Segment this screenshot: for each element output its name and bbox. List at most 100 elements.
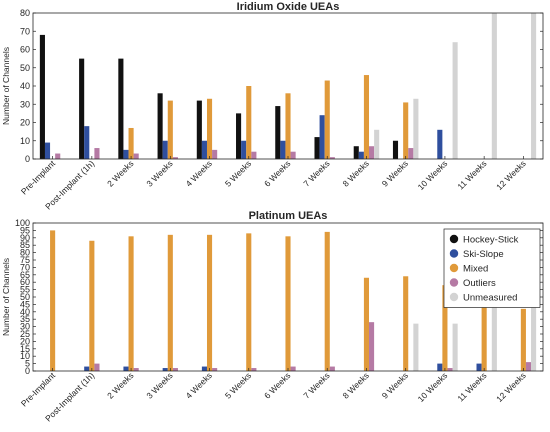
x-tick-label: 8 Weeks <box>341 158 371 188</box>
y-tick-label: 15 <box>20 344 30 354</box>
y-tick-label: 50 <box>20 292 30 302</box>
bar <box>319 115 325 159</box>
bar <box>531 13 537 159</box>
bar <box>79 58 85 159</box>
bar <box>275 106 281 159</box>
y-tick-label: 65 <box>20 270 30 280</box>
bar <box>413 323 419 371</box>
y-tick-label: 45 <box>20 299 30 309</box>
bar <box>525 362 532 371</box>
bar <box>392 140 399 159</box>
x-tick-label: 6 Weeks <box>262 158 292 188</box>
y-tick-label: 60 <box>20 45 30 55</box>
plot-area-frame <box>32 12 544 160</box>
x-tick-label: 11 Weeks <box>455 370 488 403</box>
x-tick-label: 10 Weeks <box>416 158 450 192</box>
chart-title: Iridium Oxide UEAs <box>237 1 340 13</box>
bar <box>531 299 537 371</box>
bar <box>206 234 213 371</box>
bar <box>162 368 168 371</box>
y-tick-label: 85 <box>20 240 30 250</box>
legend-box <box>443 228 541 308</box>
bar <box>408 148 414 159</box>
bar <box>206 98 213 159</box>
y-tick-label: 80 <box>20 248 30 258</box>
bar <box>251 151 257 159</box>
x-tick-label: 12 Weeks <box>494 158 528 192</box>
bar <box>236 113 242 159</box>
y-tick-label: 0 <box>25 366 30 376</box>
bar <box>452 42 458 160</box>
y-tick-label: 90 <box>20 233 30 243</box>
bar <box>290 151 296 159</box>
bar <box>285 236 291 371</box>
x-tick-label: 2 Weeks <box>105 370 135 400</box>
y-tick-label: 0 <box>25 154 30 164</box>
x-tick-label: 8 Weeks <box>341 370 371 400</box>
y-axis-label: Number of Channels <box>1 258 11 336</box>
bar <box>363 277 370 371</box>
bar <box>172 157 178 159</box>
x-tick-label: 9 Weeks <box>380 370 410 400</box>
bar <box>403 276 409 371</box>
bar <box>280 140 286 159</box>
bar <box>358 151 364 159</box>
legend-label: Outliers <box>463 278 496 289</box>
bar <box>196 100 202 159</box>
bar <box>123 149 129 159</box>
bar <box>246 233 252 371</box>
bar <box>413 98 419 159</box>
bar <box>520 308 526 371</box>
bar <box>212 368 218 371</box>
y-tick-label: 100 <box>15 218 30 228</box>
bar <box>437 129 443 159</box>
x-tick-label: 12 Weeks <box>494 370 528 404</box>
x-tick-label: 3 Weeks <box>144 370 174 400</box>
bar <box>118 58 124 159</box>
bar <box>442 285 448 371</box>
bar <box>89 240 95 371</box>
bar <box>212 149 218 159</box>
bar <box>201 366 207 371</box>
bar <box>201 140 207 159</box>
legend-marker <box>449 278 459 287</box>
y-tick-label: 20 <box>20 118 30 128</box>
legend-marker <box>449 292 459 302</box>
bar <box>374 129 380 159</box>
bar <box>172 368 178 371</box>
x-tick-label: 6 Weeks <box>262 370 292 400</box>
bar <box>133 368 139 371</box>
y-tick-label: 25 <box>20 329 30 339</box>
bar <box>44 142 51 159</box>
bar <box>437 363 443 371</box>
bar <box>285 93 291 159</box>
bar <box>452 323 458 371</box>
bar <box>329 366 335 371</box>
bar <box>491 299 497 371</box>
y-tick-label: 75 <box>20 255 30 265</box>
bar <box>403 102 409 159</box>
bar <box>241 140 247 159</box>
bar <box>246 86 252 159</box>
chart-title: Platinum UEAs <box>249 210 328 222</box>
bar <box>94 148 100 159</box>
y-tick-label: 35 <box>20 314 30 324</box>
y-axis-label: Number of Channels <box>1 47 11 125</box>
legend-label: Ski-Slope <box>463 249 504 260</box>
legend-label: Unmeasured <box>463 293 517 304</box>
x-tick-label: 7 Weeks <box>301 158 331 188</box>
x-tick-label: 11 Weeks <box>455 158 488 191</box>
y-tick-label: 5 <box>25 359 30 369</box>
bar <box>167 234 173 371</box>
x-tick-label: 9 Weeks <box>380 158 410 188</box>
bar <box>329 157 335 159</box>
bar <box>162 140 168 159</box>
bar <box>84 126 90 159</box>
bar <box>84 366 90 371</box>
bar <box>447 368 453 371</box>
x-tick-label: 5 Weeks <box>223 158 253 188</box>
legend-marker <box>449 263 459 273</box>
y-tick-label: 40 <box>20 307 30 317</box>
